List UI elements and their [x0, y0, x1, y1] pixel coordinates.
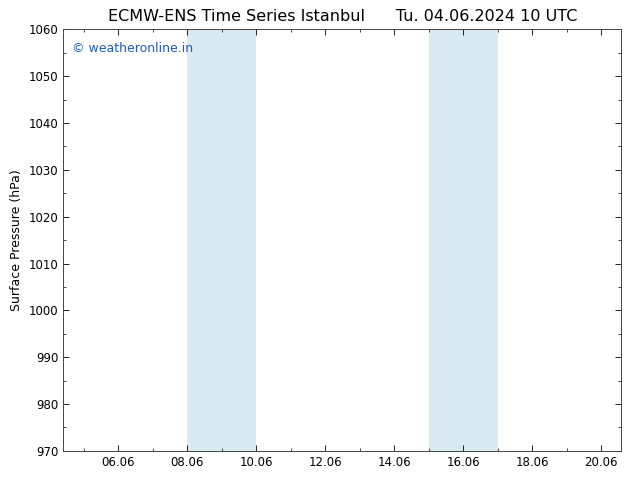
- Bar: [429, 29, 498, 451]
- Text: © weatheronline.in: © weatheronline.in: [72, 42, 193, 55]
- Y-axis label: Surface Pressure (hPa): Surface Pressure (hPa): [10, 169, 23, 311]
- Bar: [187, 29, 256, 451]
- Title: ECMW-ENS Time Series Istanbul      Tu. 04.06.2024 10 UTC: ECMW-ENS Time Series Istanbul Tu. 04.06.…: [108, 9, 577, 24]
